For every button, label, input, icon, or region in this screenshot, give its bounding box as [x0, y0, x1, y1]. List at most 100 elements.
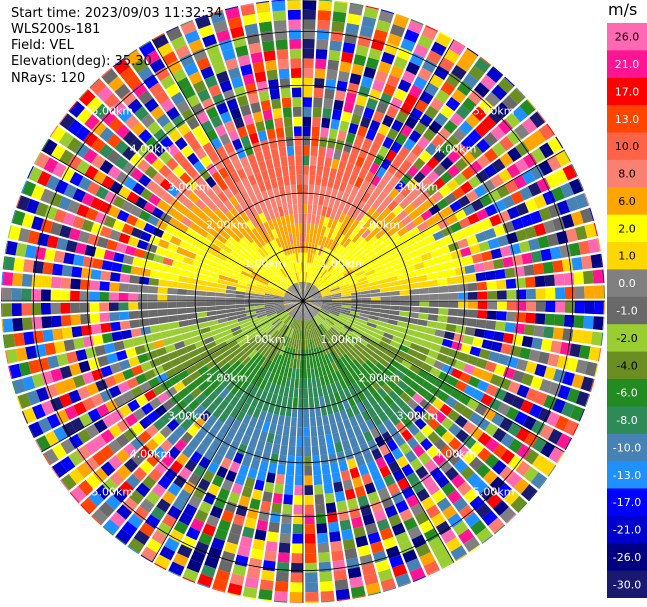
velocity-gate — [319, 309, 329, 316]
velocity-gate — [345, 227, 354, 238]
velocity-gate — [427, 279, 439, 287]
velocity-gate — [262, 149, 272, 161]
velocity-gate — [303, 135, 311, 146]
velocity-gate — [435, 520, 452, 536]
velocity-gate — [322, 333, 330, 343]
velocity-gate — [148, 193, 161, 206]
velocity-gate — [353, 327, 364, 335]
velocity-gate — [248, 258, 258, 267]
ray — [303, 301, 528, 513]
velocity-gate — [321, 294, 332, 298]
velocity-gate — [340, 51, 354, 64]
velocity-gate — [257, 356, 266, 367]
velocity-gate — [303, 339, 306, 350]
velocity-gate — [23, 331, 35, 346]
velocity-gate — [529, 165, 545, 181]
velocity-gate — [292, 273, 297, 283]
velocity-gate — [42, 262, 54, 275]
velocity-gate — [315, 278, 323, 287]
velocity-gate — [309, 174, 316, 186]
velocity-gate — [245, 308, 256, 314]
velocity-gate — [381, 431, 393, 444]
velocity-gate — [470, 441, 485, 456]
velocity-gate — [59, 149, 74, 166]
velocity-gate — [377, 399, 389, 411]
ray — [289, 301, 303, 603]
velocity-gate — [323, 394, 331, 406]
velocity-gate — [350, 332, 360, 341]
velocity-gate — [524, 198, 538, 213]
velocity-gate — [138, 310, 149, 319]
velocity-gate — [186, 301, 197, 308]
velocity-gate — [99, 291, 110, 301]
velocity-gate — [273, 434, 282, 445]
velocity-gate — [122, 338, 135, 349]
velocity-gate — [331, 296, 342, 300]
velocity-gate — [435, 474, 450, 489]
velocity-gate — [345, 271, 355, 279]
velocity-gate — [263, 370, 272, 381]
velocity-gate — [323, 424, 332, 436]
velocity-gate — [12, 272, 23, 287]
velocity-gate — [354, 176, 364, 189]
velocity-gate — [158, 150, 172, 164]
velocity-gate — [267, 230, 275, 241]
velocity-gate — [360, 214, 370, 226]
velocity-gate — [453, 172, 467, 186]
velocity-gate — [552, 398, 566, 414]
velocity-gate — [303, 203, 308, 214]
velocity-gate — [409, 294, 420, 301]
velocity-gate — [179, 269, 191, 277]
colorbar-bin — [607, 515, 647, 544]
velocity-gate — [278, 257, 286, 268]
velocity-gate — [490, 248, 503, 260]
velocity-gate — [331, 371, 339, 383]
velocity-gate — [324, 88, 335, 100]
velocity-gate — [312, 295, 322, 299]
velocity-gate — [143, 369, 156, 381]
velocity-gate — [82, 336, 95, 348]
velocity-gate — [197, 88, 211, 103]
ray — [303, 301, 595, 393]
velocity-gate — [509, 345, 522, 358]
velocity-gate — [232, 564, 247, 577]
velocity-gate — [469, 346, 482, 357]
velocity-gate — [398, 311, 410, 317]
velocity-gate — [311, 445, 320, 457]
velocity-gate — [76, 159, 91, 175]
velocity-gate — [342, 366, 351, 377]
velocity-gate — [121, 223, 134, 235]
velocity-gate — [192, 80, 207, 94]
velocity-gate — [275, 321, 284, 330]
velocity-gate — [322, 247, 330, 258]
velocity-gate — [359, 422, 370, 434]
velocity-gate — [283, 175, 290, 186]
velocity-gate — [150, 506, 166, 521]
velocity-gate — [275, 272, 284, 281]
azimuth-spoke — [302, 300, 565, 453]
velocity-gate — [227, 277, 239, 284]
velocity-gate — [205, 296, 216, 301]
velocity-gate — [307, 309, 312, 319]
velocity-gate — [229, 573, 245, 586]
velocity-gate — [343, 141, 353, 153]
velocity-gate — [339, 378, 348, 390]
velocity-gate — [127, 399, 141, 413]
velocity-gate — [262, 491, 273, 503]
velocity-gate — [544, 313, 556, 326]
velocity-gate — [272, 275, 282, 283]
velocity-gate — [68, 450, 84, 467]
colorbar-tick-label: -8.0 — [616, 414, 637, 427]
velocity-gate — [238, 464, 250, 477]
velocity-gate — [305, 601, 319, 603]
velocity-gate — [255, 0, 270, 4]
velocity-gate — [213, 354, 225, 364]
velocity-gate — [561, 214, 575, 229]
velocity-gate — [407, 525, 422, 540]
velocity-gate — [277, 285, 287, 292]
velocity-gate — [396, 455, 409, 469]
velocity-gate — [218, 411, 229, 424]
velocity-gate — [413, 375, 426, 386]
velocity-gate — [181, 85, 196, 100]
velocity-gate — [242, 369, 252, 380]
